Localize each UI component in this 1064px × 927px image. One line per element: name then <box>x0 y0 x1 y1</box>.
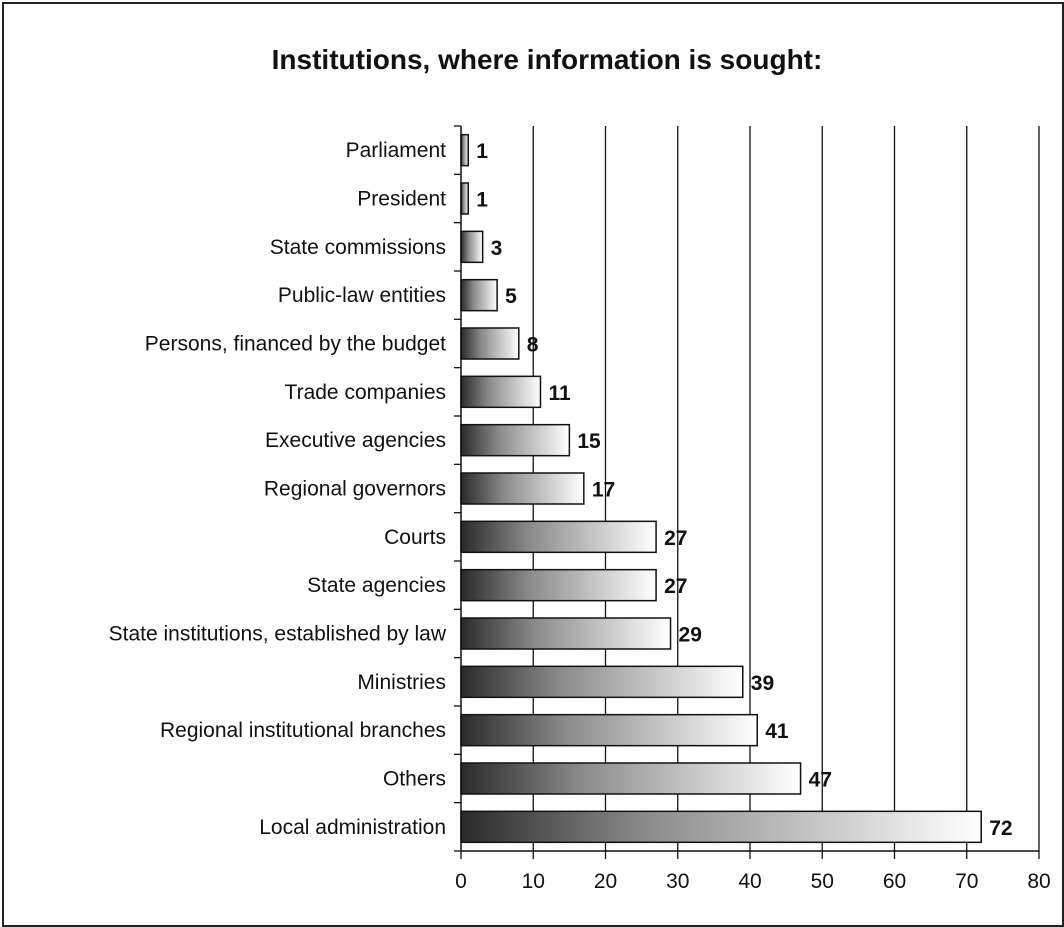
value-label: 8 <box>527 334 539 357</box>
x-tick-label: 30 <box>666 870 689 893</box>
bar <box>460 423 571 457</box>
axes <box>454 125 1040 859</box>
bar <box>460 278 498 312</box>
labels: 0 10 20 30 40 50 60 70 80 Parliament 1 President 1 St… <box>109 139 1051 893</box>
value-label: 3 <box>491 237 503 260</box>
bar <box>460 810 982 844</box>
x-tick-label: 20 <box>594 870 617 893</box>
value-label: 41 <box>765 720 789 743</box>
chart-title: Institutions, where information is sough… <box>272 44 823 75</box>
value-label: 5 <box>505 285 517 308</box>
category-label: State agencies <box>307 574 446 597</box>
category-label: Trade companies <box>285 381 446 404</box>
x-tick-label: 70 <box>955 870 978 893</box>
category-label: Local administration <box>259 816 446 839</box>
bar <box>460 520 657 554</box>
bar <box>460 665 744 699</box>
bar <box>460 327 520 360</box>
x-tick-label: 0 <box>455 870 467 893</box>
category-label: Public-law entities <box>278 284 446 307</box>
x-tick-label: 50 <box>811 870 834 893</box>
category-label: Persons, financed by the budget <box>145 333 446 356</box>
bar <box>460 713 758 747</box>
x-tick-label: 40 <box>738 870 761 893</box>
x-tick-label: 60 <box>883 870 906 893</box>
bar <box>460 230 484 264</box>
category-label: Parliament <box>346 139 447 162</box>
value-label: 72 <box>989 817 1012 840</box>
bar <box>460 568 657 602</box>
bar <box>460 762 802 795</box>
value-label: 1 <box>476 189 488 212</box>
category-label: Ministries <box>357 671 446 694</box>
value-label: 29 <box>679 624 702 647</box>
bar <box>460 133 469 167</box>
value-label: 17 <box>592 479 615 502</box>
bar <box>460 617 672 650</box>
bar <box>460 375 542 409</box>
value-label: 27 <box>664 575 687 598</box>
category-label: Executive agencies <box>265 429 446 452</box>
category-label: State commissions <box>270 236 446 259</box>
value-label: 27 <box>664 527 687 550</box>
category-label: Courts <box>384 526 446 549</box>
value-label: 1 <box>476 140 488 163</box>
value-label: 47 <box>809 769 832 792</box>
bar <box>460 182 469 215</box>
category-label: Regional institutional branches <box>160 719 446 742</box>
bars <box>460 133 982 844</box>
value-label: 15 <box>577 430 601 453</box>
x-tick-label: 80 <box>1027 870 1050 893</box>
category-label: Regional governors <box>264 478 446 501</box>
category-label: State institutions, established by law <box>109 623 447 646</box>
grid-lines <box>532 126 1040 851</box>
bar-chart: Institutions, where information is sough… <box>109 44 1051 893</box>
value-label: 11 <box>548 382 571 405</box>
value-label: 39 <box>751 672 774 695</box>
category-label: President <box>357 188 446 211</box>
bar <box>460 472 585 505</box>
x-tick-label: 10 <box>522 870 545 893</box>
category-label: Others <box>383 768 446 791</box>
